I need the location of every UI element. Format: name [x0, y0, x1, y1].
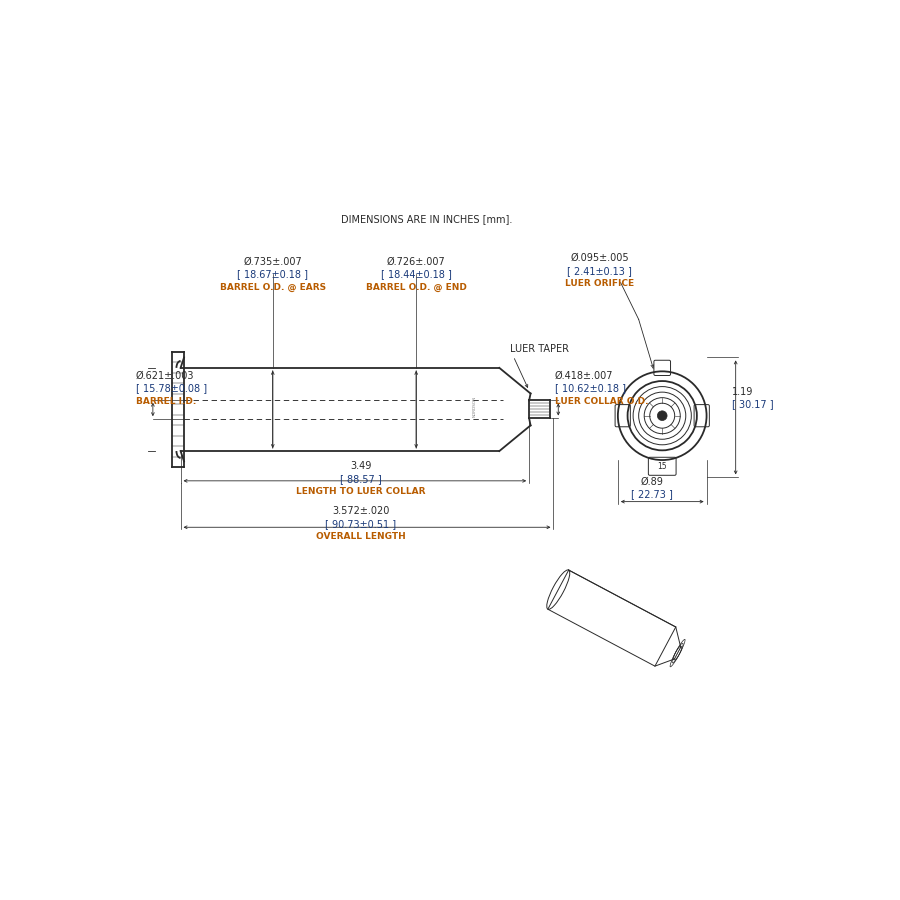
Text: [ 90.73±0.51 ]: [ 90.73±0.51 ]	[325, 518, 396, 528]
Text: 3.572±.020: 3.572±.020	[332, 506, 390, 517]
Text: Ø.89: Ø.89	[641, 477, 663, 487]
Text: [ 30.17 ]: [ 30.17 ]	[732, 400, 773, 410]
Circle shape	[657, 410, 667, 420]
Text: LUER ORIFICE: LUER ORIFICE	[565, 279, 634, 288]
Text: BARREL O.D. @ END: BARREL O.D. @ END	[365, 283, 466, 292]
Text: [ 88.57 ]: [ 88.57 ]	[340, 473, 382, 483]
Text: OVERALL LENGTH: OVERALL LENGTH	[316, 532, 406, 541]
Text: Ø.621±.003: Ø.621±.003	[136, 371, 194, 381]
Text: LENGTH TO LUER COLLAR: LENGTH TO LUER COLLAR	[296, 487, 426, 496]
Text: Ø.735±.007: Ø.735±.007	[243, 256, 302, 266]
Text: [ 2.41±0.13 ]: [ 2.41±0.13 ]	[567, 266, 633, 275]
Text: [ 18.67±0.18 ]: [ 18.67±0.18 ]	[238, 269, 309, 279]
Text: 15: 15	[657, 462, 667, 471]
Text: BARREL I.D.: BARREL I.D.	[136, 397, 196, 406]
Text: [ 10.62±0.18 ]: [ 10.62±0.18 ]	[554, 383, 626, 393]
Text: LUER TAPER: LUER TAPER	[509, 344, 569, 354]
Text: LUER COLLAR O.D.: LUER COLLAR O.D.	[554, 397, 648, 406]
Text: BARREL O.D. @ EARS: BARREL O.D. @ EARS	[220, 283, 326, 292]
Text: 3.49: 3.49	[350, 461, 372, 471]
Text: Ø.726±.007: Ø.726±.007	[387, 256, 446, 266]
Text: DIMENSIONS ARE IN INCHES [mm].: DIMENSIONS ARE IN INCHES [mm].	[341, 214, 512, 224]
Text: Ø.095±.005: Ø.095±.005	[571, 253, 629, 263]
Text: [ 15.78±0.08 ]: [ 15.78±0.08 ]	[136, 383, 207, 393]
Text: [ 22.73 ]: [ 22.73 ]	[631, 490, 673, 500]
Text: [ 18.44±0.18 ]: [ 18.44±0.18 ]	[381, 269, 452, 279]
Text: NORDSON: NORDSON	[473, 395, 477, 417]
Text: 1.19: 1.19	[732, 387, 753, 397]
Text: Ø.418±.007: Ø.418±.007	[554, 371, 613, 381]
